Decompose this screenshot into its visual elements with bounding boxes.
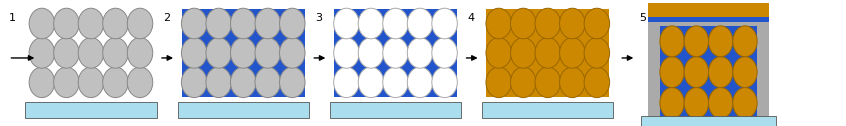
Ellipse shape	[708, 26, 733, 57]
Ellipse shape	[255, 38, 281, 68]
Ellipse shape	[660, 57, 684, 88]
Bar	[486, 9, 609, 97]
Text: 4: 4	[468, 13, 475, 23]
Ellipse shape	[206, 8, 232, 39]
Ellipse shape	[510, 38, 536, 68]
Ellipse shape	[206, 67, 232, 98]
Ellipse shape	[279, 38, 305, 68]
Ellipse shape	[486, 38, 512, 68]
Ellipse shape	[684, 26, 708, 57]
Ellipse shape	[382, 67, 409, 98]
Ellipse shape	[584, 8, 610, 39]
Ellipse shape	[279, 67, 305, 98]
Ellipse shape	[230, 38, 256, 68]
Ellipse shape	[535, 38, 561, 68]
Ellipse shape	[78, 8, 104, 39]
Ellipse shape	[708, 57, 733, 88]
Ellipse shape	[78, 67, 104, 98]
Ellipse shape	[53, 67, 80, 98]
Bar	[334, 9, 457, 97]
Ellipse shape	[535, 67, 561, 98]
Bar	[182, 9, 305, 97]
Ellipse shape	[53, 8, 80, 39]
Ellipse shape	[510, 8, 536, 39]
Ellipse shape	[486, 8, 512, 39]
Ellipse shape	[584, 38, 610, 68]
Ellipse shape	[102, 67, 129, 98]
Ellipse shape	[660, 26, 684, 57]
Ellipse shape	[559, 38, 585, 68]
Ellipse shape	[181, 67, 207, 98]
Ellipse shape	[53, 38, 80, 68]
Ellipse shape	[102, 38, 129, 68]
Ellipse shape	[358, 8, 384, 39]
Ellipse shape	[127, 38, 153, 68]
Ellipse shape	[584, 67, 610, 98]
Text: 5: 5	[640, 13, 646, 23]
Bar	[648, 117, 769, 123]
Ellipse shape	[29, 8, 55, 39]
Ellipse shape	[78, 38, 104, 68]
Text: 2: 2	[163, 13, 170, 23]
Ellipse shape	[684, 57, 708, 88]
Ellipse shape	[708, 88, 733, 118]
Ellipse shape	[127, 8, 153, 39]
Ellipse shape	[181, 8, 207, 39]
Ellipse shape	[358, 38, 384, 68]
Ellipse shape	[333, 38, 360, 68]
Ellipse shape	[559, 8, 585, 39]
Ellipse shape	[510, 67, 536, 98]
Ellipse shape	[333, 8, 360, 39]
Ellipse shape	[181, 38, 207, 68]
Ellipse shape	[358, 67, 384, 98]
Ellipse shape	[431, 67, 458, 98]
Ellipse shape	[407, 67, 433, 98]
Bar	[482, 102, 613, 118]
Ellipse shape	[333, 67, 360, 98]
Text: 1: 1	[8, 13, 15, 23]
Bar	[648, 3, 769, 17]
Ellipse shape	[733, 57, 757, 88]
Ellipse shape	[431, 8, 458, 39]
Ellipse shape	[733, 26, 757, 57]
Bar	[648, 22, 769, 26]
Ellipse shape	[29, 38, 55, 68]
Bar	[25, 102, 157, 118]
Ellipse shape	[431, 38, 458, 68]
Ellipse shape	[559, 67, 585, 98]
Bar	[757, 3, 769, 123]
Ellipse shape	[102, 8, 129, 39]
Ellipse shape	[660, 88, 684, 118]
Bar	[660, 3, 757, 123]
Ellipse shape	[382, 8, 409, 39]
Bar	[641, 116, 776, 126]
Ellipse shape	[684, 88, 708, 118]
Ellipse shape	[535, 8, 561, 39]
Ellipse shape	[486, 67, 512, 98]
Ellipse shape	[382, 38, 409, 68]
Ellipse shape	[733, 88, 757, 118]
Ellipse shape	[127, 67, 153, 98]
Ellipse shape	[407, 38, 433, 68]
Ellipse shape	[230, 8, 256, 39]
Bar	[330, 102, 461, 118]
Ellipse shape	[230, 67, 256, 98]
Ellipse shape	[255, 67, 281, 98]
Ellipse shape	[279, 8, 305, 39]
Bar	[648, 3, 660, 123]
Ellipse shape	[206, 38, 232, 68]
Ellipse shape	[407, 8, 433, 39]
Bar	[648, 17, 769, 22]
Ellipse shape	[29, 67, 55, 98]
Bar	[178, 102, 309, 118]
Ellipse shape	[255, 8, 281, 39]
Text: 3: 3	[315, 13, 321, 23]
